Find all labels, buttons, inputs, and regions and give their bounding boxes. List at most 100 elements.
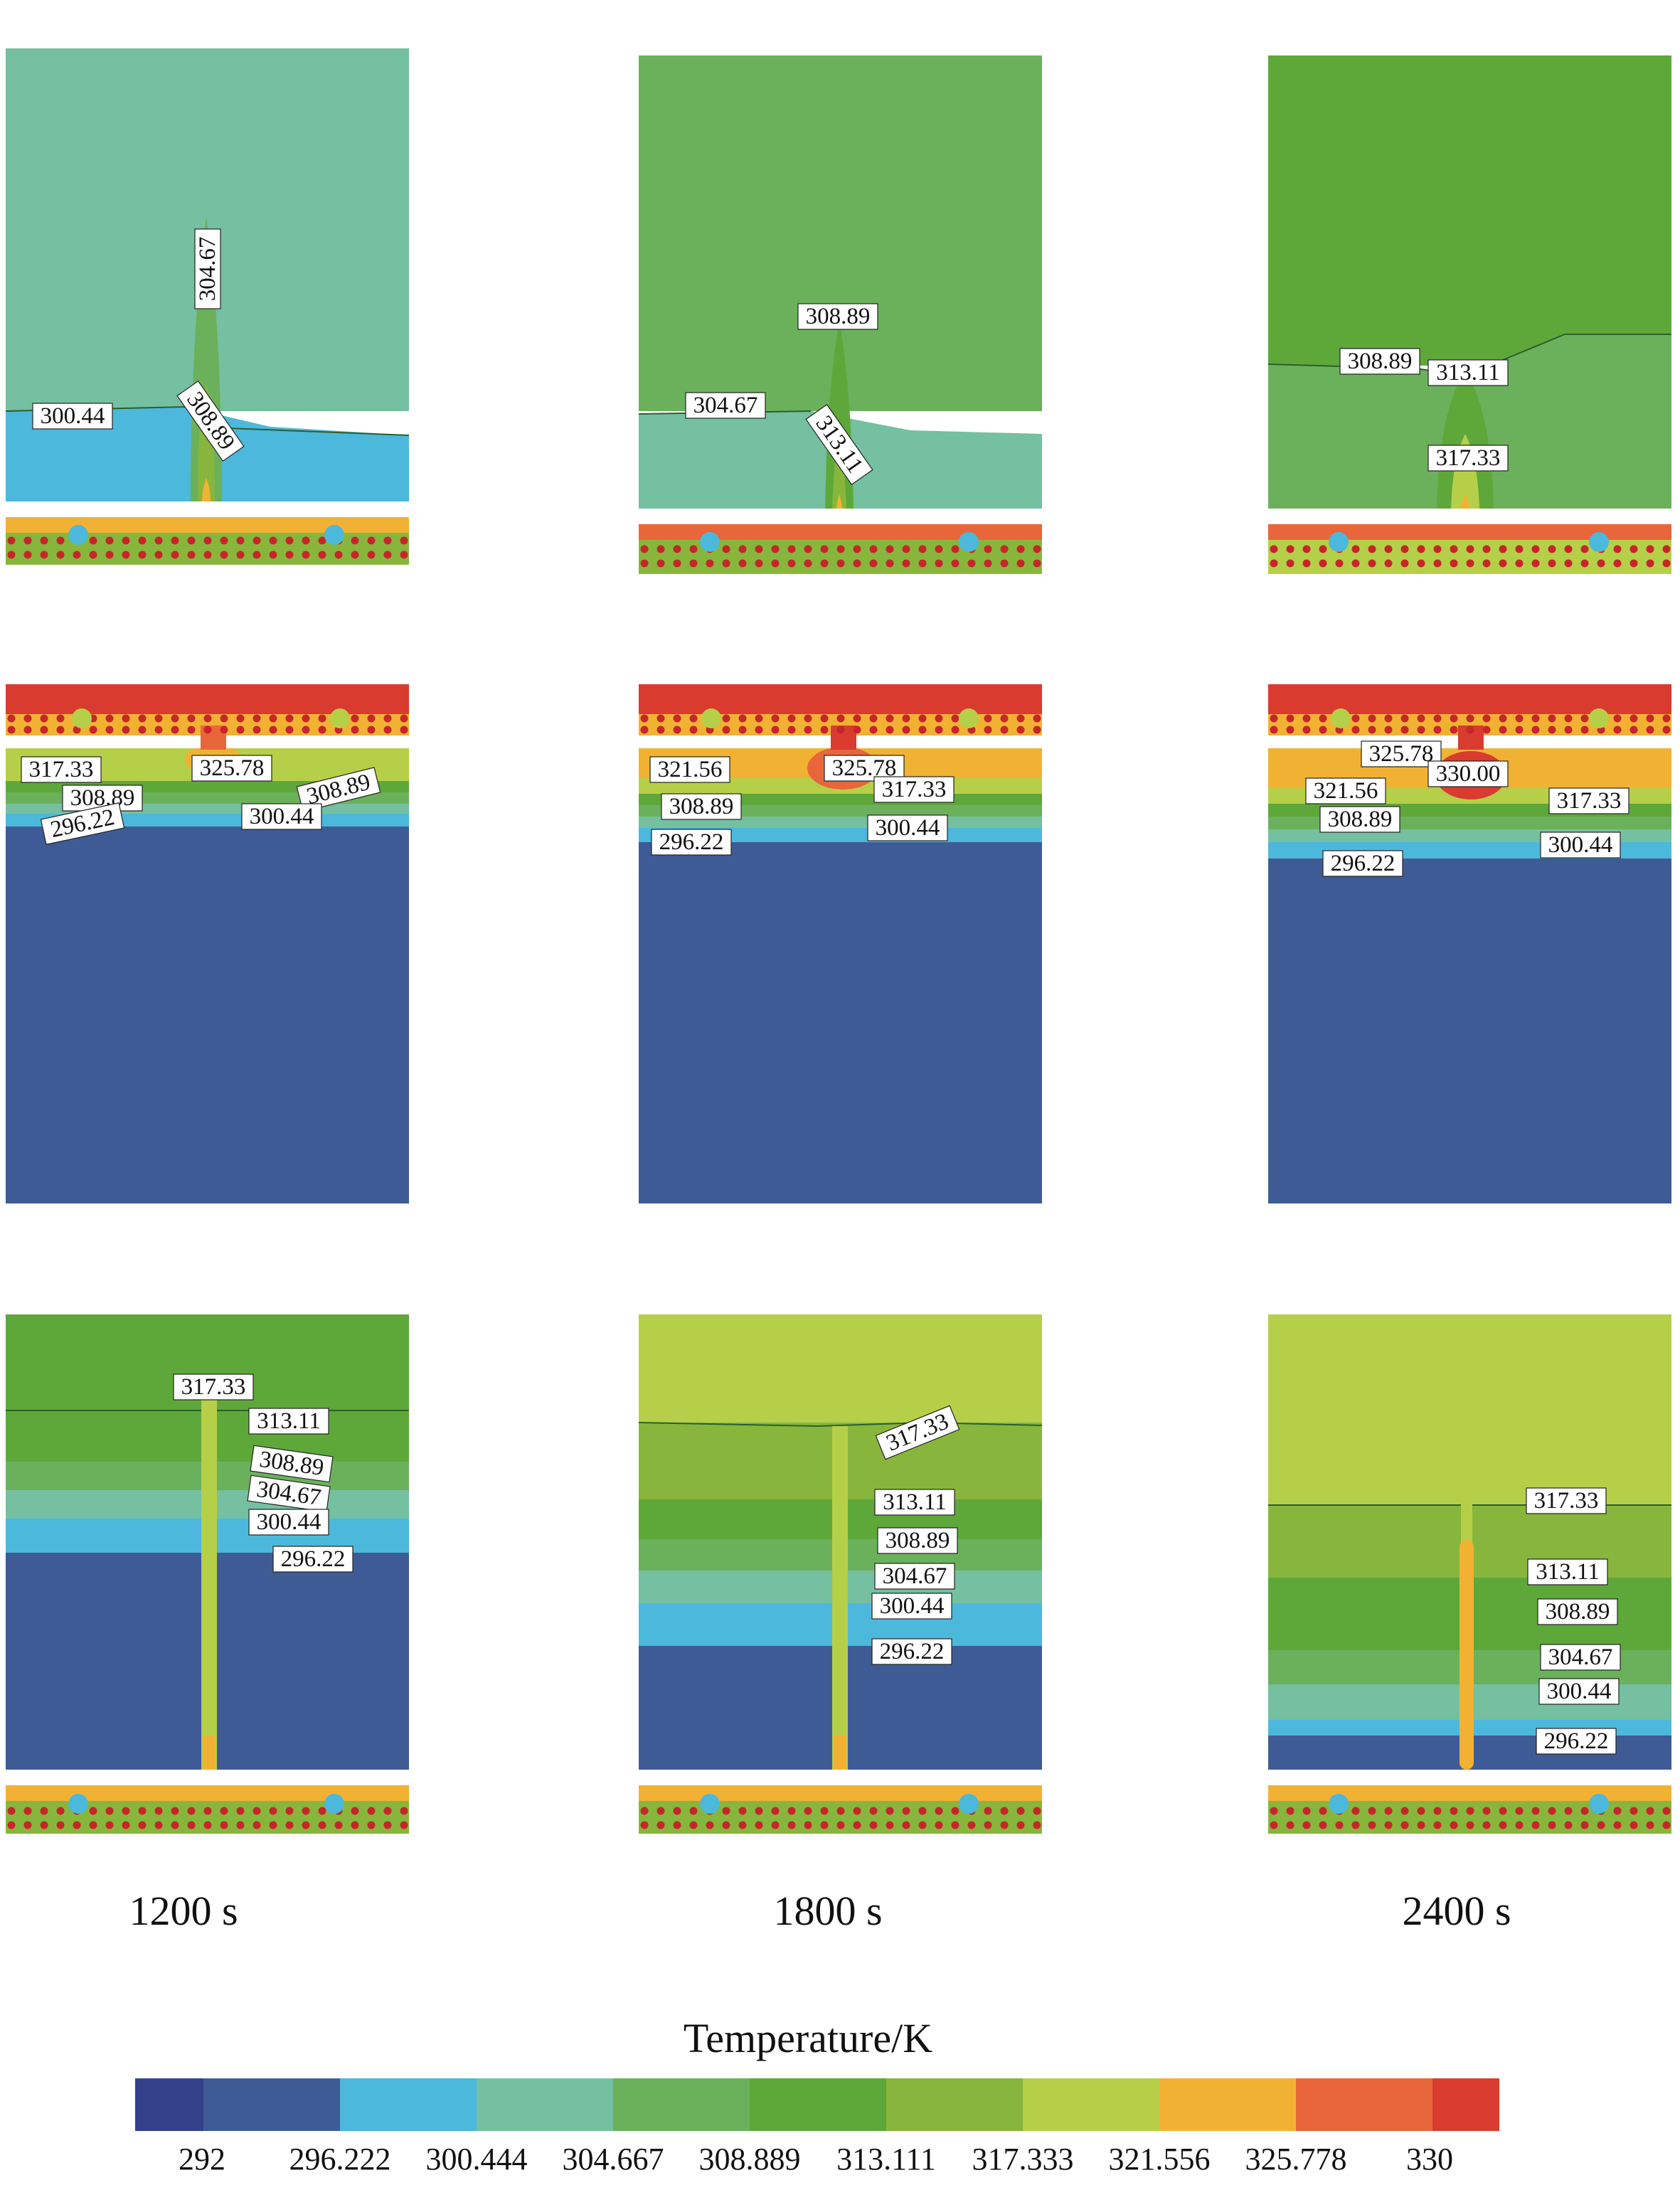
tube-dot: [89, 1821, 97, 1829]
tube-dot: [400, 1807, 408, 1815]
tube-dot: [738, 559, 747, 568]
tube-dot: [236, 726, 245, 734]
tube-dot: [171, 726, 179, 734]
colorbar-tick: 300.444: [426, 2142, 528, 2177]
tube-dot: [400, 551, 408, 559]
tube-dot: [252, 551, 261, 559]
panel-r0c1-device-top: [639, 524, 1042, 540]
panel-r0c0: [5, 48, 410, 565]
tube-dot: [236, 536, 245, 545]
svg-text:317.33: 317.33: [29, 757, 94, 782]
tube-dot: [1016, 545, 1025, 553]
tube-dot: [771, 1807, 780, 1815]
panel-r2c0-fin-left: [68, 1794, 88, 1814]
tube-dot: [787, 1807, 796, 1815]
tube-dot: [1417, 714, 1425, 723]
tube-dot: [1384, 559, 1393, 568]
tube-dot: [351, 714, 359, 723]
tube-dot: [269, 714, 277, 723]
tube-dot: [1016, 559, 1025, 568]
tube-dot: [1286, 1821, 1294, 1829]
contour-label: 308.89: [1319, 806, 1400, 833]
tube-dot: [1000, 559, 1009, 568]
tube-dot: [122, 1807, 130, 1815]
tube-dot: [1548, 726, 1556, 734]
tube-dot: [1000, 714, 1009, 723]
tube-dot: [105, 726, 114, 734]
tube-dot: [1499, 726, 1507, 734]
tube-dot: [23, 1821, 32, 1829]
tube-dot: [804, 1807, 812, 1815]
tube-dot: [1016, 726, 1025, 734]
tube-dot: [1580, 1821, 1589, 1829]
tube-dot: [23, 551, 32, 559]
tube-dot: [236, 1807, 245, 1815]
contour-label: 321.56: [649, 756, 730, 783]
colorbar-swatch-1: [203, 2078, 340, 2131]
tube-dot: [1564, 559, 1573, 568]
tube-dot: [1564, 714, 1573, 723]
contour-label: 300.44: [32, 403, 113, 430]
tube-dot: [902, 1821, 910, 1829]
tube-dot: [1580, 559, 1589, 568]
tube-dot: [89, 536, 97, 545]
tube-dot: [804, 545, 812, 553]
tube-dot: [836, 559, 845, 568]
tube-dot: [706, 559, 714, 568]
colorbar: [135, 2078, 1499, 2131]
tube-dot: [755, 1807, 763, 1815]
tube-dot: [367, 551, 376, 559]
tube-dot: [154, 1821, 163, 1829]
tube-dot: [203, 1821, 212, 1829]
tube-dot: [236, 714, 245, 723]
tube-dot: [886, 714, 894, 723]
tube-dot: [1580, 1807, 1589, 1815]
contour-label: 330.00: [1428, 760, 1509, 787]
tube-dot: [1000, 726, 1009, 734]
tube-dot: [236, 551, 245, 559]
svg-text:317.33: 317.33: [1534, 1488, 1599, 1514]
panel-r1c1-device-top: [639, 684, 1042, 714]
tube-dot: [269, 551, 277, 559]
tube-dot: [1466, 545, 1474, 553]
panel-r2c2-fin-right: [1589, 1794, 1609, 1814]
panel-r2c0-gap: [6, 1770, 409, 1785]
tube-dot: [951, 545, 959, 553]
svg-text:325.78: 325.78: [200, 755, 265, 781]
tube-dot: [1531, 1821, 1540, 1829]
panel-r0c0-fin-left: [68, 525, 88, 545]
contour-label: 304.67: [874, 1563, 955, 1590]
tube-dot: [673, 545, 681, 553]
tube-dot: [1319, 714, 1327, 723]
tube-dot: [1368, 714, 1376, 723]
tube-dot: [1646, 545, 1654, 553]
contour-label: 304.67: [247, 1474, 331, 1513]
contour-label: 308.89: [797, 303, 878, 330]
tube-dot: [886, 1821, 894, 1829]
tube-dot: [836, 726, 845, 734]
panel-r0c2: [1267, 55, 1671, 574]
tube-dot: [269, 726, 277, 734]
tube-dot: [1016, 1821, 1025, 1829]
tube-dot: [1499, 714, 1507, 723]
tube-dot: [1564, 726, 1573, 734]
contour-label: 317.33: [1428, 445, 1509, 472]
contour-label: 300.44: [248, 1509, 329, 1536]
tube-dot: [1466, 714, 1474, 723]
tube-dot: [984, 545, 992, 553]
tube-dot: [351, 1821, 359, 1829]
tube-dot: [656, 559, 665, 568]
tube-dot: [7, 714, 16, 723]
panel-r2c1-tube-row: [640, 1807, 1041, 1829]
tube-dot: [1286, 545, 1294, 553]
panel-r0c0-fin-right: [324, 525, 344, 545]
colorbar-swatch-2: [340, 2078, 477, 2131]
tube-dot: [804, 1821, 812, 1829]
tube-dot: [935, 1807, 943, 1815]
tube-dot: [351, 551, 359, 559]
tube-dot: [1270, 1807, 1278, 1815]
tube-dot: [302, 536, 310, 545]
tube-dot: [122, 536, 130, 545]
panel-r2c0-column-base: [203, 1736, 216, 1778]
panel-r2c1-fin-left: [700, 1794, 720, 1814]
